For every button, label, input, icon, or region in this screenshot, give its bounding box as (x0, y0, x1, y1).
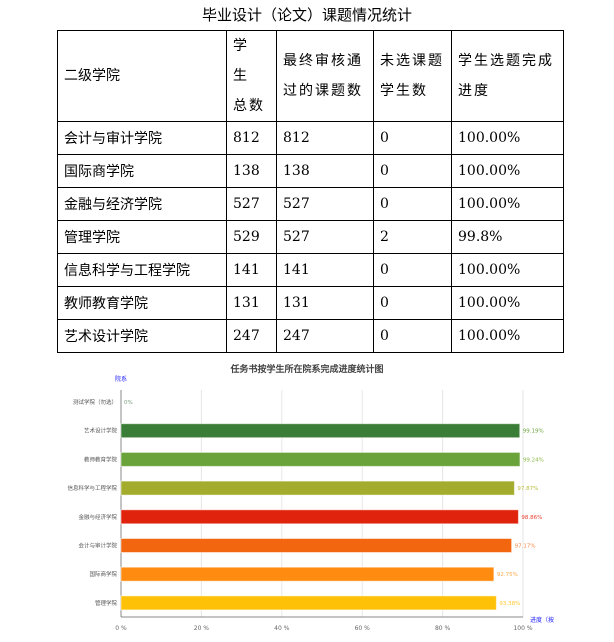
table-row: 教师教育学院 131 131 0 100.00% (57, 286, 564, 320)
y-tick-label: 测试学院（勿选） (73, 398, 117, 406)
data-label: 99.24% (523, 457, 544, 463)
x-tick-label: 60 % (355, 625, 371, 632)
x-tick-label: 20 % (194, 625, 210, 632)
table-cell: 2 (373, 220, 452, 254)
header-progress: 学生选题完成进度 (451, 30, 564, 122)
table-row: 艺术设计学院 247 247 0 100.00% (57, 319, 564, 353)
table-row: 信息科学与工程学院 141 141 0 100.00% (57, 253, 564, 287)
data-label: 97.17% (515, 544, 536, 550)
table-cell: 0 (373, 286, 452, 320)
table-cell: 527 (276, 187, 374, 221)
table-cell: 100.00% (451, 253, 564, 287)
table-header: 二级学院 学 生 总数 最终审核通过的课题数 未选课题学生数 学生选题完成进度 (57, 30, 564, 122)
table-cell: 138 (276, 154, 374, 188)
table-row: 会计与审计学院 812 812 0 100.00% (57, 121, 564, 155)
table-cell: 812 (226, 121, 277, 155)
x-tick-label: 40 % (274, 625, 290, 632)
data-label: 93.38% (499, 601, 520, 607)
table-cell: 247 (276, 319, 374, 353)
table-cell: 国际商学院 (57, 154, 227, 188)
bar (120, 566, 495, 582)
x-tick-label: 0 % (115, 625, 127, 632)
bar (120, 509, 519, 525)
table-cell: 0 (373, 319, 452, 353)
y-tick-label: 教师教育学院 (84, 455, 118, 463)
table-cell: 99.8% (451, 220, 564, 254)
table-cell: 141 (226, 253, 277, 287)
bar (120, 423, 521, 439)
table-cell: 0 (373, 187, 452, 221)
table-cell: 527 (276, 220, 374, 254)
table-cell: 527 (226, 187, 277, 221)
data-label: 97.87% (517, 486, 538, 492)
stats-table: 二级学院 学 生 总数 最终审核通过的课题数 未选课题学生数 学生选题完成进度 … (57, 30, 564, 353)
data-label: 92.75% (497, 572, 518, 578)
table-cell: 141 (276, 253, 374, 287)
table-cell: 100.00% (451, 187, 564, 221)
bar (120, 451, 521, 467)
table-row: 管理学院 529 527 2 99.8% (57, 220, 564, 254)
header-unselected: 未选课题学生数 (373, 30, 452, 122)
data-label: 98.86% (521, 515, 542, 521)
table-cell: 812 (276, 121, 374, 155)
table-cell: 0 (373, 253, 452, 287)
x-tick-label: 100 % (513, 625, 532, 632)
table-cell: 247 (226, 319, 277, 353)
table-cell: 0 (373, 154, 452, 188)
header-approved: 最终审核通过的课题数 (276, 30, 374, 122)
table-cell: 金融与经济学院 (57, 187, 227, 221)
table-cell: 131 (276, 286, 374, 320)
table-cell: 0 (373, 121, 452, 155)
table-cell: 管理学院 (57, 220, 227, 254)
bar (120, 480, 515, 496)
table-cell: 529 (226, 220, 277, 254)
table-cell: 信息科学与工程学院 (57, 253, 227, 287)
table-cell: 100.00% (451, 286, 564, 320)
y-tick-label: 会计与审计学院 (78, 542, 117, 550)
table-row: 国际商学院 138 138 0 100.00% (57, 154, 564, 188)
table-cell: 教师教育学院 (57, 286, 227, 320)
table-cell: 100.00% (451, 319, 564, 353)
chart-title: 任务书按学生所在院系完成进度统计图 (229, 363, 383, 375)
y-tick-label: 管理学院 (95, 599, 118, 607)
table-cell: 艺术设计学院 (57, 319, 227, 353)
y-tick-label: 国际商学院 (89, 570, 117, 578)
table-title: 毕业设计（论文）课题情况统计 (201, 6, 412, 24)
x-axis-label: 进度（按 (530, 616, 554, 624)
header-college: 二级学院 (57, 30, 227, 122)
bar (120, 538, 513, 553)
table-cell: 131 (226, 286, 277, 320)
table-cell: 会计与审计学院 (57, 121, 227, 155)
y-axis-label: 院系 (115, 375, 127, 383)
table-cell: 100.00% (451, 121, 564, 155)
x-tick-label: 80 % (435, 625, 451, 632)
table-cell: 138 (226, 154, 277, 188)
table-row: 金融与经济学院 527 527 0 100.00% (57, 187, 564, 221)
bar (120, 595, 497, 611)
table-cell: 100.00% (451, 154, 564, 188)
data-label: 99.19% (523, 429, 544, 435)
header-students: 学 生 总数 (226, 30, 277, 122)
y-tick-label: 金融与经济学院 (78, 513, 117, 521)
y-tick-label: 艺术设计学院 (84, 427, 118, 435)
data-label: 0% (124, 400, 133, 406)
y-tick-label: 信息科学与工程学院 (67, 484, 117, 492)
